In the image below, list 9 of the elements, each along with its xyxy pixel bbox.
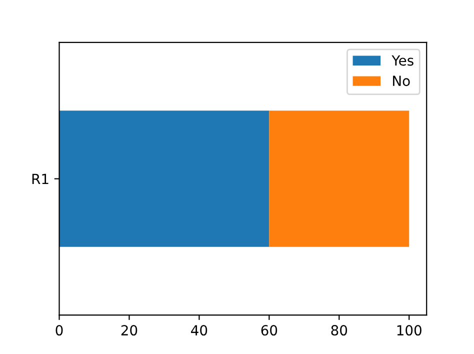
x-tick-label: 80: [331, 325, 348, 336]
x-tick-label: 100: [397, 325, 422, 336]
legend-label: No: [393, 76, 410, 86]
legend-label: Yes: [392, 55, 414, 66]
x-tick-label: 20: [121, 325, 138, 336]
x-tick-label: 0: [56, 325, 63, 336]
x-tick-label: 40: [191, 325, 208, 336]
x-tick-label: 60: [261, 325, 278, 336]
y-tick-label: R1: [32, 174, 48, 184]
